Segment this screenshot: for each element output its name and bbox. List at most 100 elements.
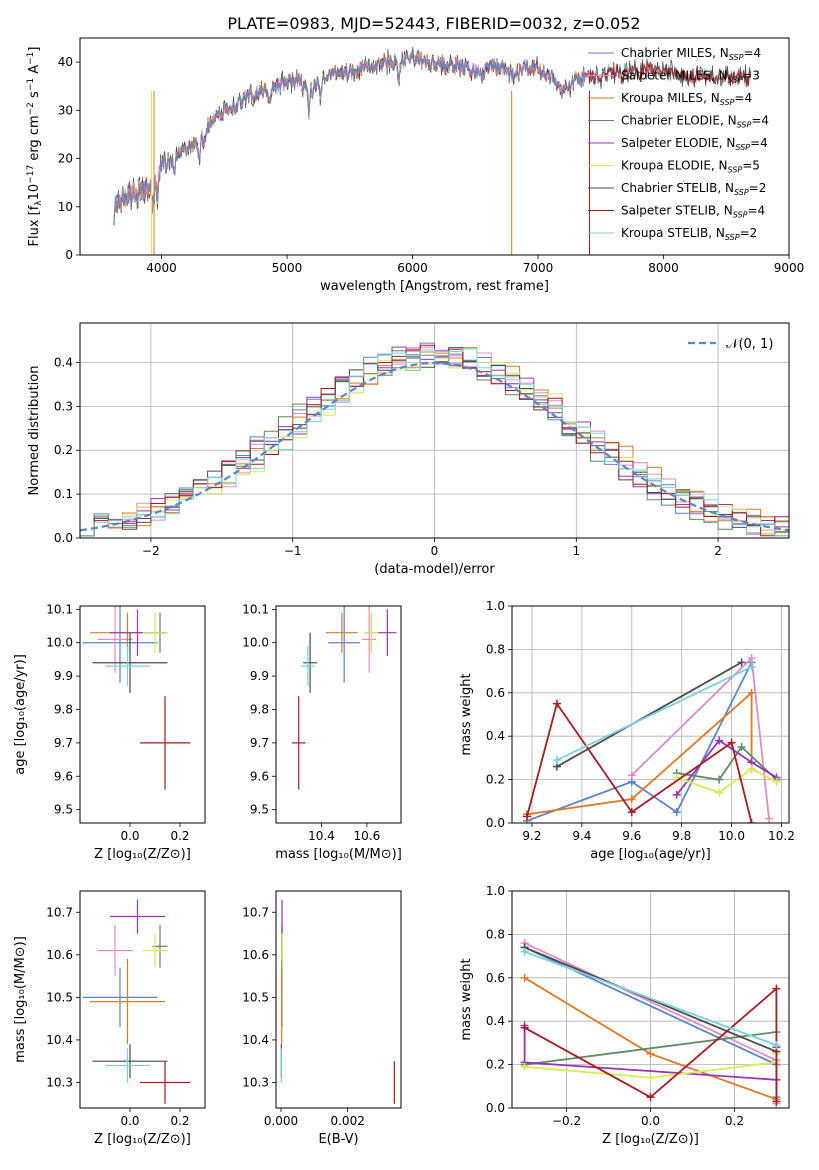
- data-point: [92, 1044, 168, 1079]
- panel-residuals: −2 −1 0 1 2 0.0 0.1 0.2 0.3 0.4 (data-model)/error…: [27, 322, 790, 577]
- axes-frame: [275, 605, 402, 824]
- x-tick-label: 10.6: [354, 829, 381, 843]
- y-tick-label: 20: [58, 152, 73, 166]
- legend-name: Chabrier MILES: [621, 46, 712, 60]
- legend-name: Chabrier ELODIE: [621, 114, 720, 128]
- legend-nssp-eq: =: [742, 69, 752, 83]
- legend-nssp-eq: =: [742, 159, 752, 173]
- plot-area: [82, 606, 190, 790]
- series-marker: [552, 756, 561, 765]
- x-axis-label: Z [log₁₀(Z/Z⊙)]: [94, 1132, 191, 1147]
- y-tick-label: 9.5: [250, 803, 269, 817]
- series-marker: [747, 654, 756, 663]
- series-line-chabrier-elodie: [676, 745, 778, 781]
- x-tick-label: 10.2: [768, 829, 795, 843]
- legend-entry: Chabrier ELODIE, NSSP=4: [621, 114, 769, 130]
- spectrum-line-kroupa-elodie: [113, 51, 514, 215]
- x-tick-label: 10.4: [308, 829, 335, 843]
- series-marker: [772, 777, 781, 786]
- y-tick-label: 10.6: [242, 948, 269, 962]
- data-point: [97, 925, 133, 977]
- legend-name: Kroupa STELIB: [621, 226, 708, 240]
- y-tick-label: 0.6: [486, 971, 505, 985]
- axes-frame: [79, 890, 206, 1109]
- legend-nssp-prefix: , N: [720, 114, 737, 128]
- x-tick-label: 0: [431, 544, 439, 558]
- data-point: [326, 612, 358, 653]
- y-tick-label: 9.7: [250, 736, 269, 750]
- y-tick-label: 9.9: [54, 669, 73, 683]
- plot-area: [522, 654, 781, 823]
- series-marker: [737, 743, 746, 752]
- legend-nssp-sub: SSP: [734, 188, 749, 197]
- legend-name: Salpeter ELODIE: [621, 136, 719, 150]
- x-axis-label: wavelength [Angstrom, rest frame]: [320, 279, 549, 294]
- x-tick-label: −2: [142, 544, 160, 558]
- y-tick-label: 0.2: [486, 1058, 505, 1072]
- legend-nssp-value: 2: [759, 181, 767, 195]
- series-marker: [522, 812, 531, 821]
- data-point: [142, 612, 168, 653]
- x-tick-label: −0.2: [552, 1114, 581, 1128]
- legend-nssp-sub: SSP: [737, 121, 752, 130]
- legend-entry: Chabrier MILES, NSSP=4: [621, 46, 761, 62]
- legend-nssp-sub: SSP: [728, 166, 743, 175]
- series-line-kroupa-elodie: [676, 767, 777, 794]
- histogram-kroupa-stelib: [80, 348, 789, 537]
- series-marker: [727, 738, 736, 747]
- axes-frame: [511, 605, 790, 824]
- series-marker: [520, 1023, 529, 1032]
- y-axis-label-part: −2: [26, 102, 36, 115]
- series-marker: [772, 1041, 781, 1050]
- legend-nssp-sub: SSP: [720, 98, 735, 107]
- x-tick-label: 0.0: [641, 1114, 660, 1128]
- series-line-chabrier-elodie: [524, 1031, 777, 1066]
- data-point: [301, 646, 315, 687]
- data-point: [362, 606, 376, 673]
- series-marker: [765, 814, 774, 823]
- x-tick-label: 5000: [272, 261, 303, 275]
- legend-entry: Salpeter ELODIE, NSSP=4: [621, 136, 768, 152]
- legend-entry: Salpeter MILES, NSSP=3: [621, 69, 760, 85]
- legend-nssp-eq: =: [740, 226, 750, 240]
- panel-mass-weight-vs-z: −0.2 0.0 0.2 0.0 0.2 0.4 0.6 0.8 1.0 Z [log₁₀(Z/Z…: [459, 884, 790, 1147]
- y-tick-label: 0.6: [486, 686, 505, 700]
- legend-entry: Kroupa MILES, NSSP=4: [621, 91, 752, 107]
- plot-area: [280, 899, 395, 1104]
- legend-nssp-eq: =: [734, 91, 744, 105]
- x-tick-label: 8000: [648, 261, 679, 275]
- legend-nssp-value: 4: [761, 114, 769, 128]
- data-point: [140, 696, 190, 790]
- y-tick-label: 1.0: [486, 884, 505, 898]
- x-axis-label: (data-model)/error: [374, 562, 495, 577]
- legend-nssp-prefix: , N: [703, 91, 720, 105]
- series-marker: [646, 1093, 655, 1102]
- y-axis-label-part: ]: [27, 47, 42, 52]
- series-marker: [672, 790, 681, 799]
- series-line-kroupa-miles: [526, 690, 753, 816]
- legend-nssp-eq: =: [747, 204, 757, 218]
- axes-frame: [275, 890, 402, 1109]
- data-point: [90, 959, 165, 1045]
- y-tick-label: 10.4: [242, 1033, 269, 1047]
- y-tick-label: 10.5: [242, 990, 269, 1004]
- y-tick-label: 10: [58, 200, 73, 214]
- series-marker: [747, 764, 756, 773]
- legend-nssp-value: 4: [758, 204, 766, 218]
- legend-nssp-prefix: , N: [712, 46, 729, 60]
- legend-nssp-sub: SSP: [733, 211, 748, 220]
- y-tick-label: 9.7: [54, 736, 73, 750]
- figure-title: PLATE=0983, MJD=52443, FIBERID=0032, z=0…: [227, 14, 640, 33]
- y-axis-label: Normed distribution: [27, 366, 42, 496]
- y-tick-label: 0.2: [486, 773, 505, 787]
- series-marker: [627, 808, 636, 817]
- legend-entry: 𝒩(0, 1): [726, 337, 773, 352]
- y-tick-label: 0: [65, 248, 73, 262]
- plot-area: [520, 939, 781, 1108]
- y-tick-label: 0.1: [54, 487, 73, 501]
- legend-nssp-sub: SSP: [725, 233, 740, 242]
- axes-frame: [79, 37, 790, 256]
- x-tick-label: 9.8: [672, 829, 691, 843]
- x-tick-label: 0.2: [170, 829, 189, 843]
